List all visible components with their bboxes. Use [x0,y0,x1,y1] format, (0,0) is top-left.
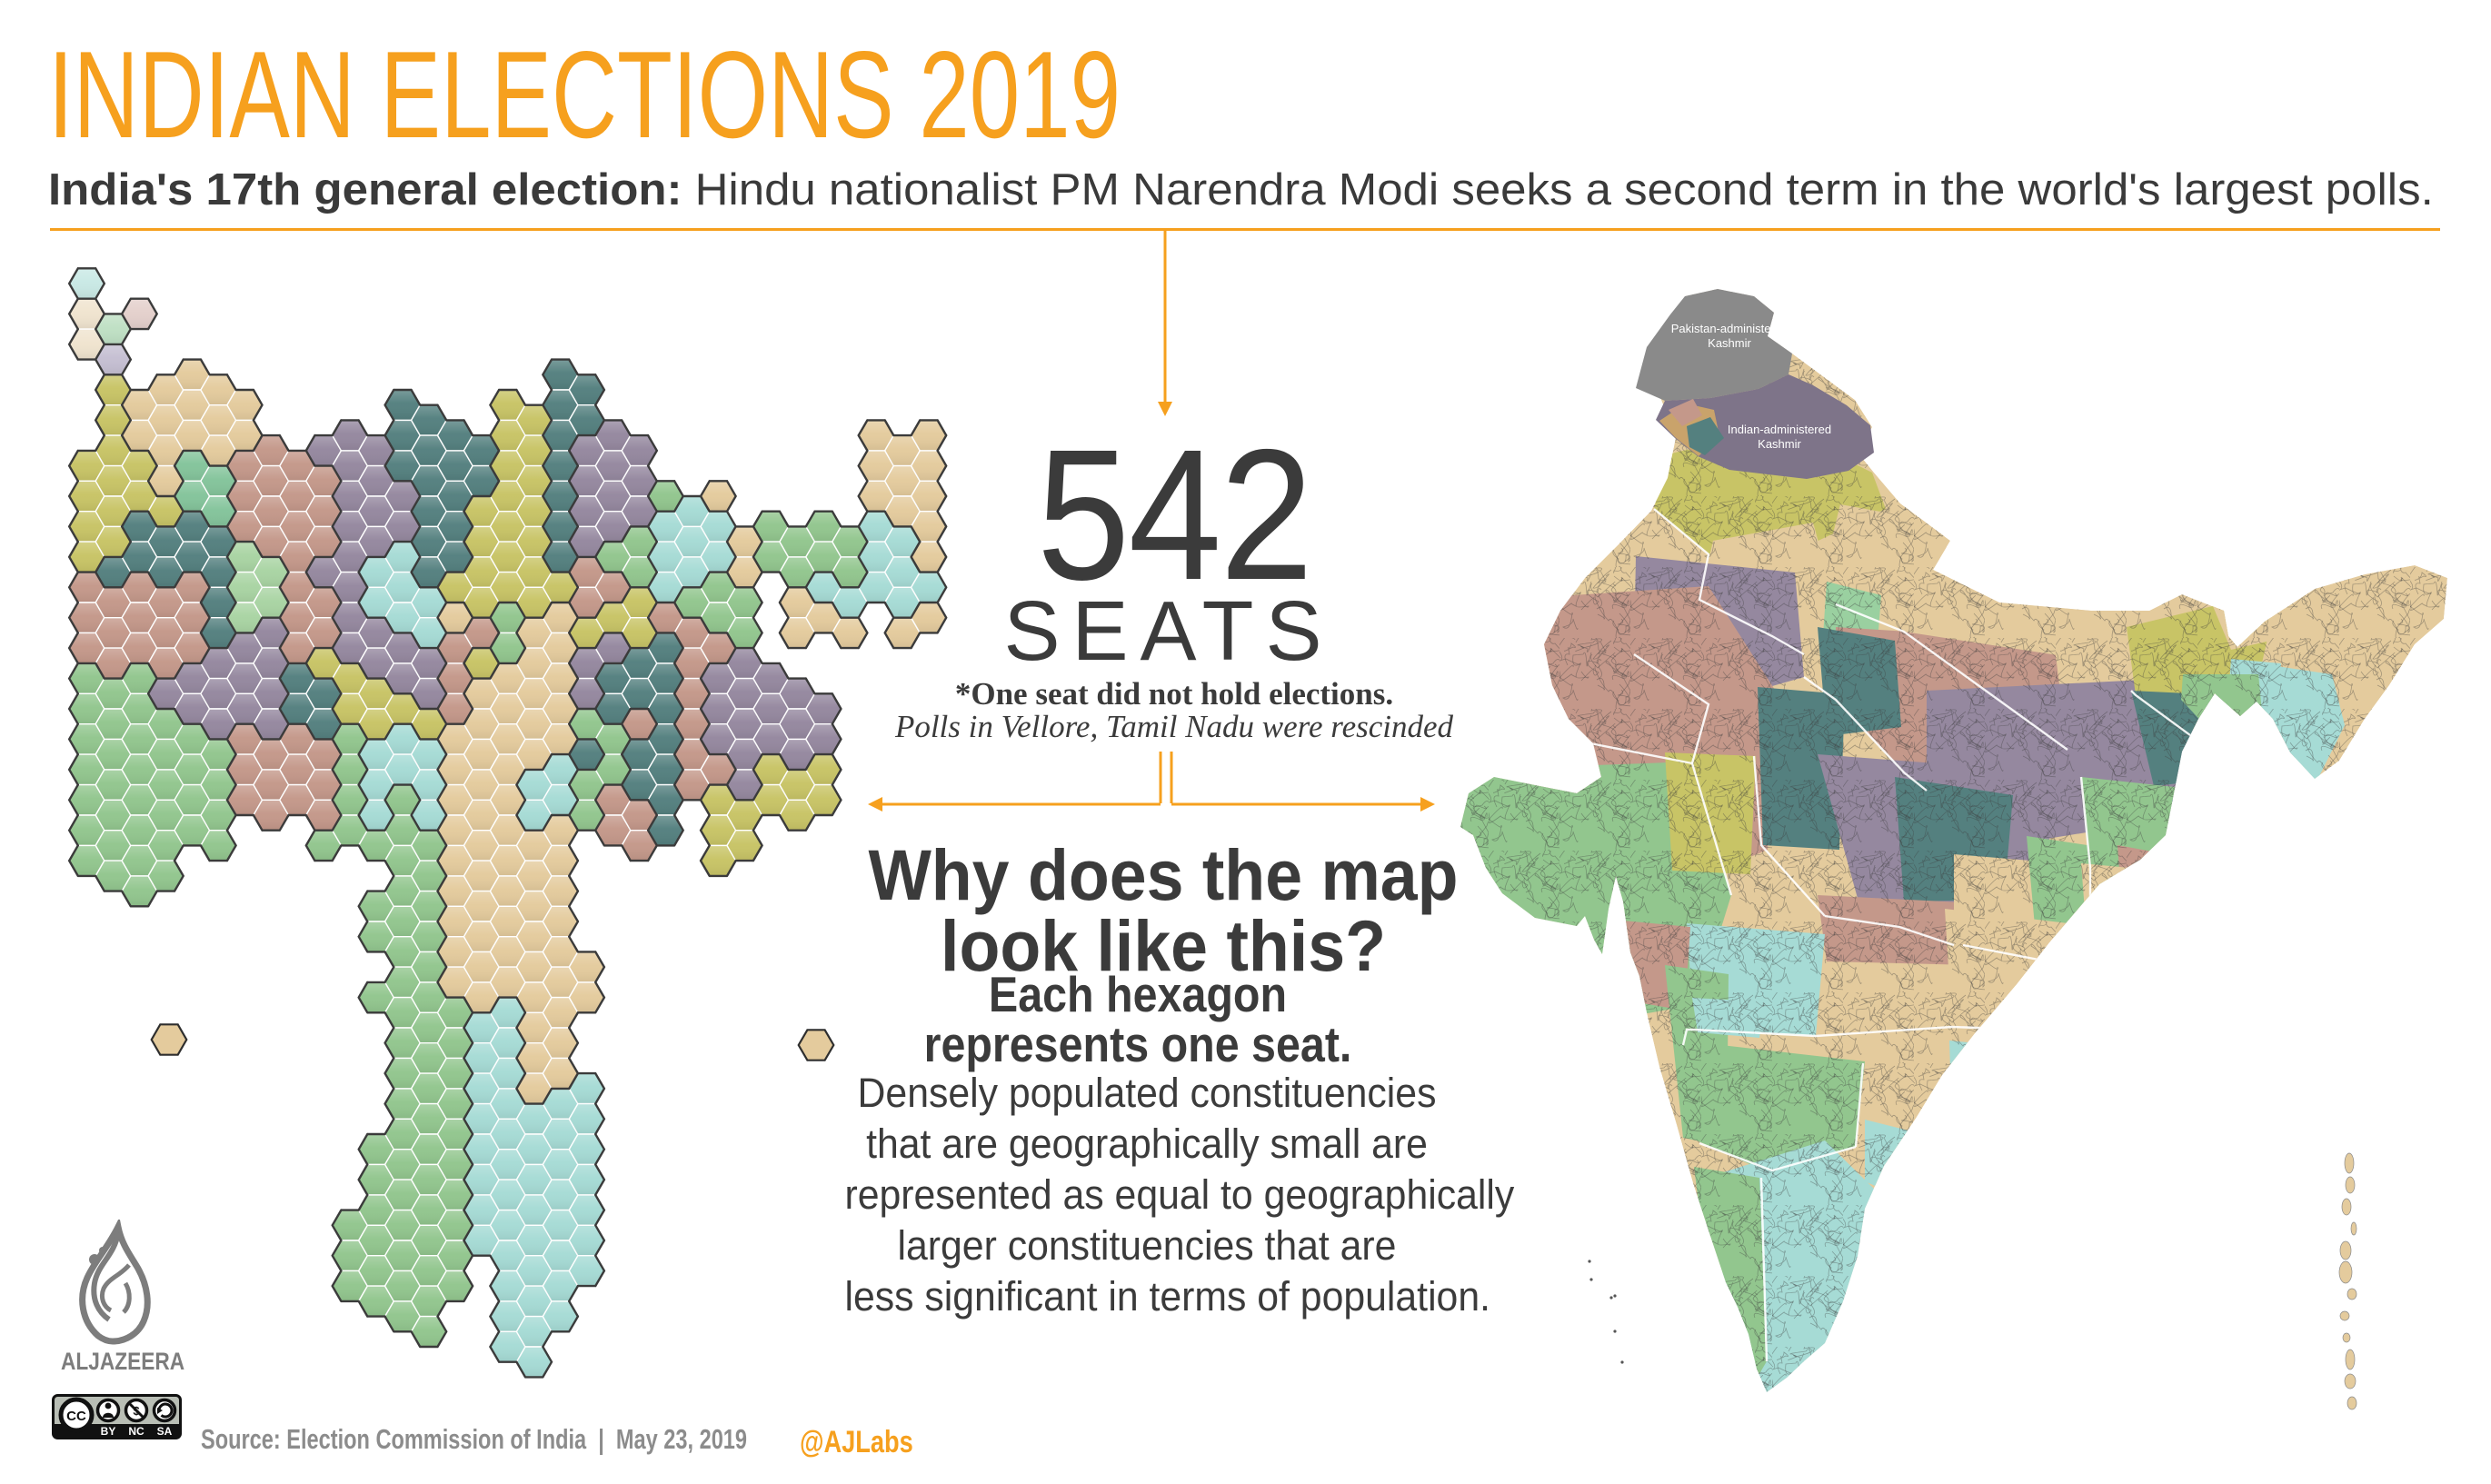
svg-text:Pakistan-administered: Pakistan-administered [1671,322,1789,335]
svg-text:BY: BY [101,1425,116,1438]
svg-text:NC: NC [128,1425,144,1438]
svg-text:Kashmir: Kashmir [1758,437,1801,451]
svg-text:Indian-administered: Indian-administered [1728,423,1831,436]
svg-text:Kashmir: Kashmir [1708,336,1751,350]
svg-text:CC: CC [66,1409,86,1424]
svg-text:SA: SA [157,1425,173,1438]
